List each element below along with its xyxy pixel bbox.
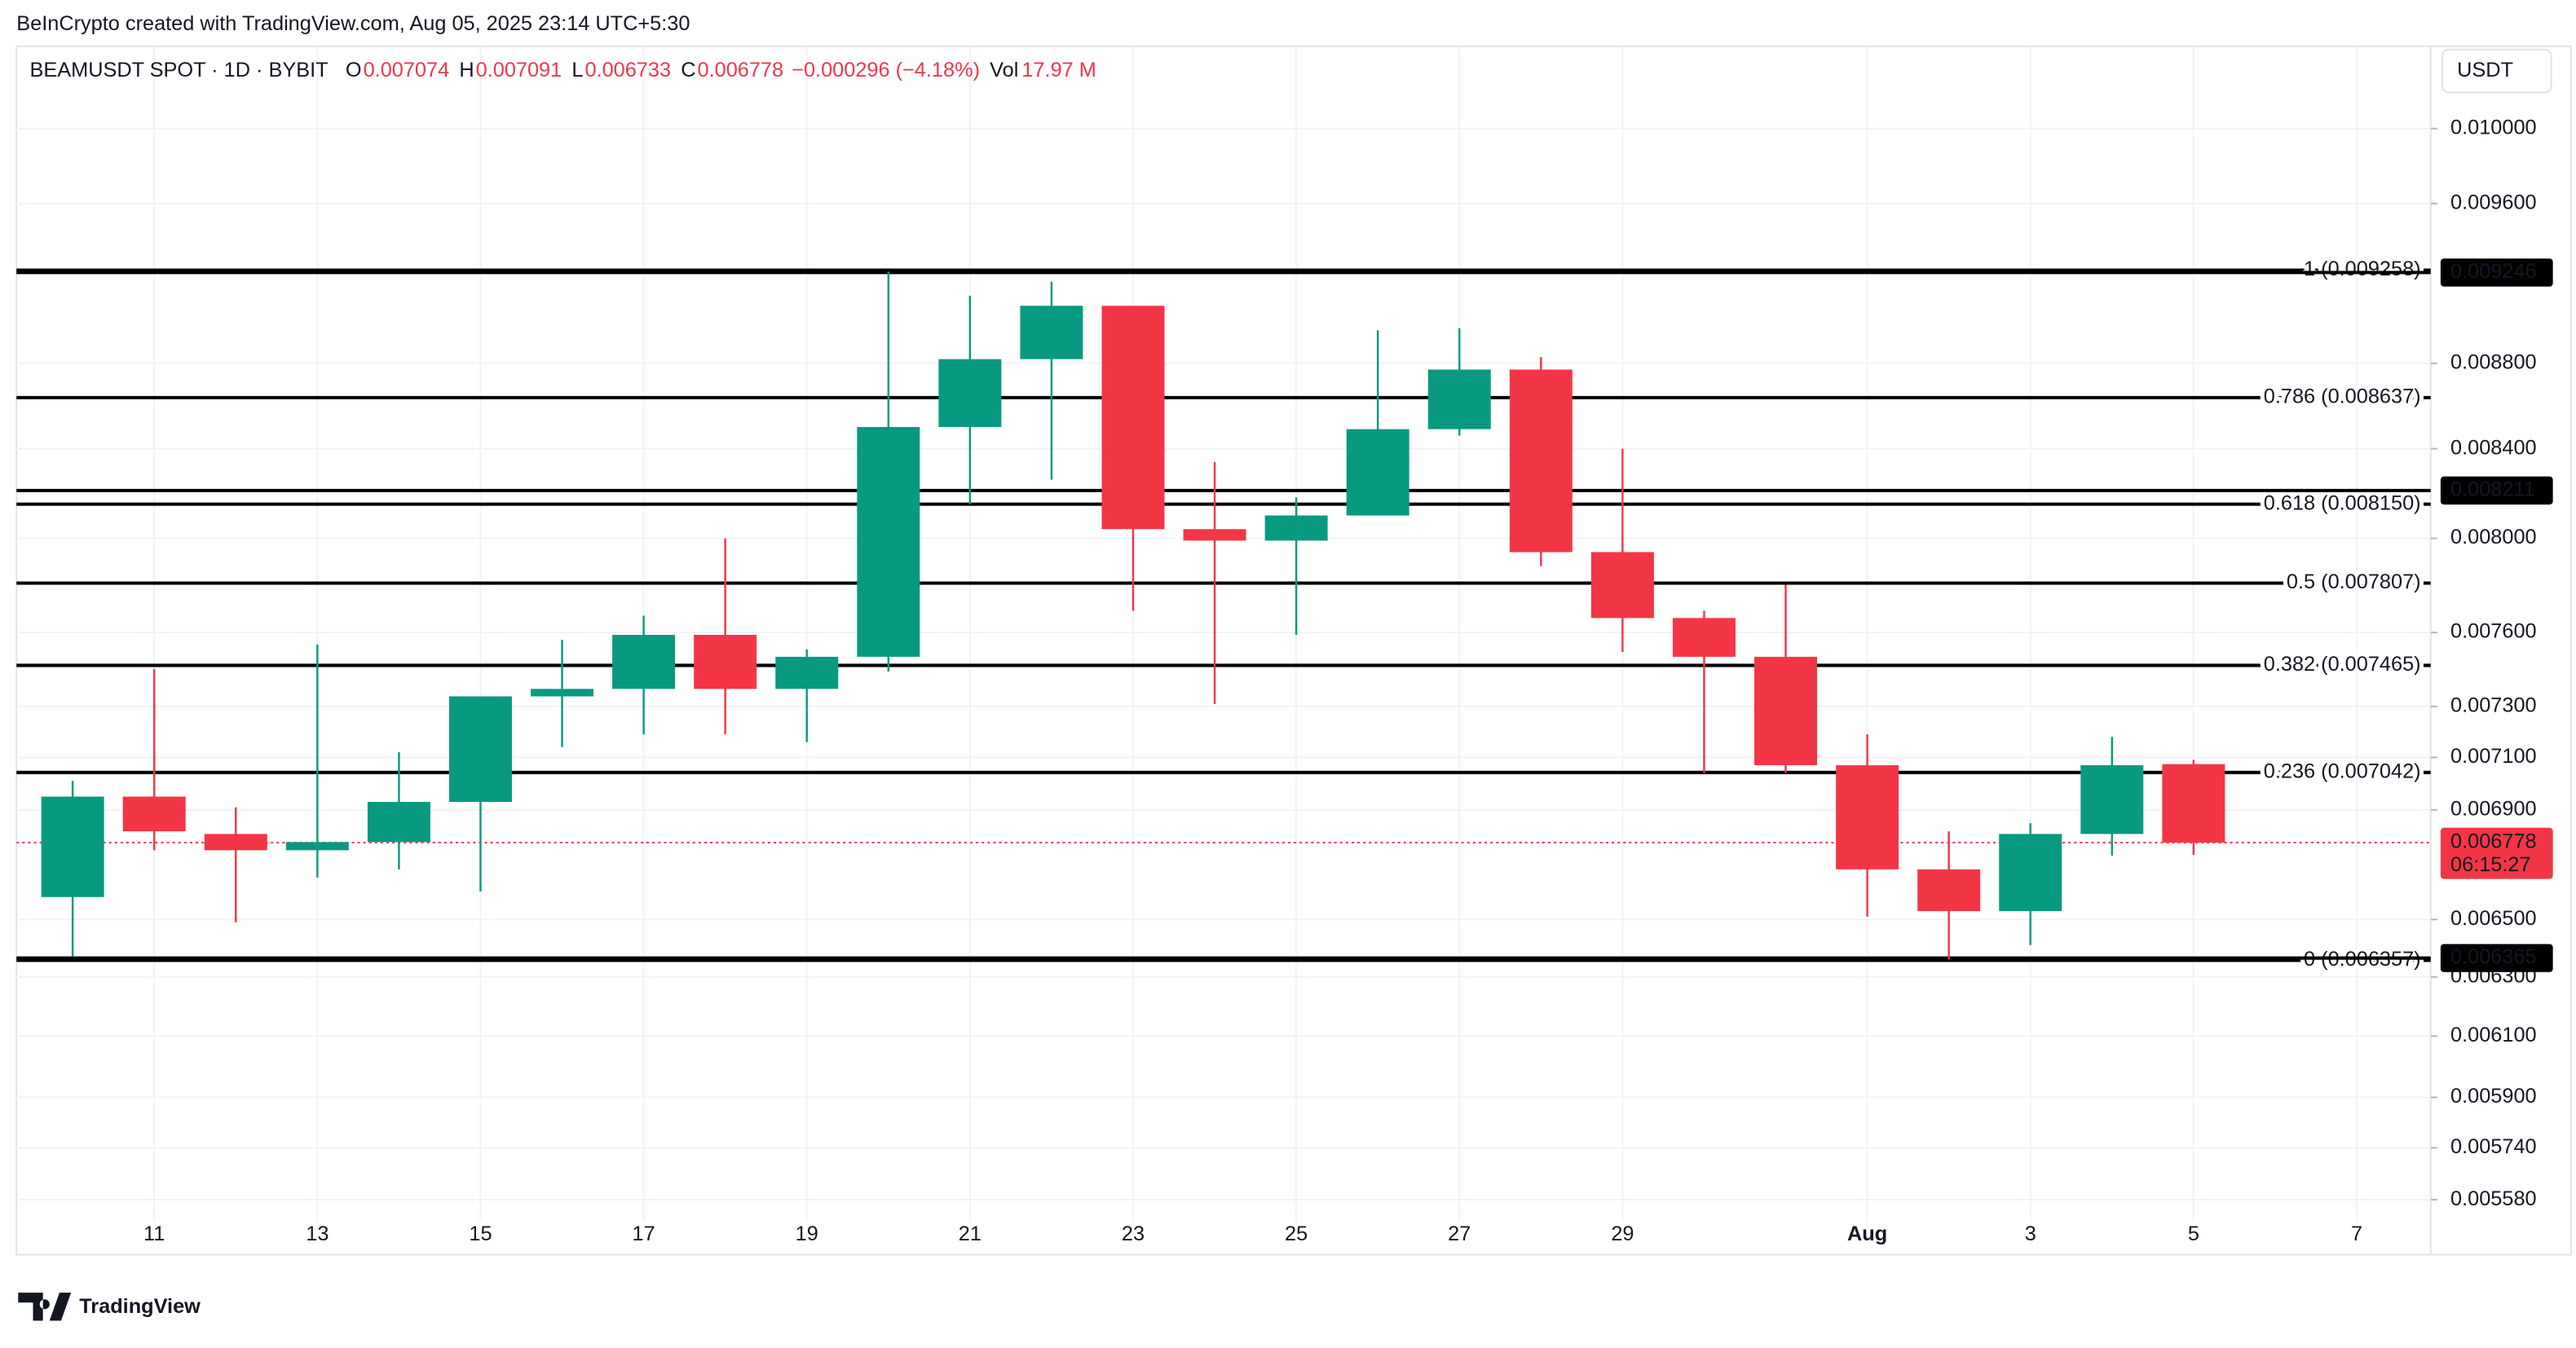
- fib-label: 0.382 (0.007465): [2264, 653, 2421, 676]
- y-tick-label: 0.005900: [2450, 1085, 2537, 1108]
- fib-label: 0.618 (0.008150): [2264, 491, 2421, 514]
- legend-value: 0.006778: [698, 59, 784, 81]
- y-tick-label: 0.008800: [2450, 350, 2537, 373]
- logo-icon: [18, 1293, 72, 1321]
- legend-volume-key: Vol: [990, 59, 1018, 81]
- candle-body: [285, 842, 349, 851]
- chart-frame: [15, 45, 2572, 1256]
- candle-body: [775, 656, 839, 689]
- levels: 1 (0.009258) 0.786 (0.008637) 0.618 (0.008…: [16, 253, 2431, 975]
- candle-body: [1672, 618, 1736, 657]
- candle-body: [448, 696, 512, 802]
- price-tag-label: 0.009246: [2450, 260, 2537, 283]
- legend-value: 0.007091: [476, 59, 562, 81]
- x-tick-label: 15: [469, 1222, 492, 1245]
- price-tag-label: 0.006365: [2450, 945, 2537, 968]
- candle-body: [1101, 306, 1165, 530]
- x-tick-label: 13: [306, 1222, 329, 1245]
- candle-body: [1346, 429, 1409, 516]
- candle-body: [1509, 369, 1573, 553]
- last-price-tag: [2440, 827, 2553, 879]
- symbol: BEAMUSDT SPOT · 1D · BYBIT: [29, 59, 328, 81]
- x-tick-label: 25: [1285, 1222, 1308, 1245]
- candle-body: [204, 834, 267, 851]
- price-tag: [2440, 944, 2553, 972]
- price-tag: [2440, 258, 2553, 287]
- x-tick-label: 3: [2025, 1222, 2036, 1245]
- candle-body: [2080, 764, 2144, 835]
- legend-value: 0.007074: [364, 59, 450, 81]
- candle-body: [1264, 515, 1328, 541]
- x-tick-label: 7: [2351, 1222, 2362, 1245]
- attribution: BeInCrypto created with TradingView.com,…: [16, 12, 690, 35]
- x-tick-label: 17: [633, 1222, 655, 1245]
- legend-key: O: [346, 59, 362, 81]
- x-tick-label: 27: [1448, 1222, 1471, 1245]
- y-tick-label: 0.007100: [2450, 745, 2537, 768]
- currency-button[interactable]: [2441, 48, 2552, 94]
- y-tick-label: 0.006100: [2450, 1024, 2537, 1046]
- candle-body: [1999, 834, 2062, 911]
- grid: [16, 46, 2437, 1222]
- y-tick-label: 0.006500: [2450, 907, 2537, 930]
- price-tag: [2440, 476, 2553, 505]
- x-tick-label: 5: [2188, 1222, 2199, 1245]
- x-tick-label: Aug: [1847, 1222, 1887, 1245]
- currency[interactable]: USDT: [2457, 59, 2513, 81]
- y-tick-label: 0.007600: [2450, 620, 2537, 643]
- legend-key: C: [681, 59, 695, 81]
- legend-volume: 17.97 M: [1021, 59, 1096, 81]
- candle-body: [41, 796, 104, 897]
- y-tick-label: 0.005580: [2450, 1187, 2537, 1210]
- candle-body: [612, 635, 676, 689]
- y-tick-label: 0.008000: [2450, 526, 2537, 548]
- x-tick-label: 29: [1611, 1222, 1634, 1245]
- symbol-legend: BEAMUSDT SPOT · 1D · BYBIT O 0.007074 H 0.0…: [29, 59, 1096, 81]
- candle-body: [694, 635, 757, 689]
- fib-label: 0.5 (0.007807): [2287, 570, 2421, 593]
- candle-body: [1020, 306, 1083, 359]
- x-tick-label: 23: [1122, 1222, 1145, 1245]
- fib-label: 0.236 (0.007042): [2264, 760, 2421, 783]
- candle-body: [1183, 529, 1246, 541]
- fib-label: 1 (0.009258): [2304, 258, 2421, 280]
- legend-key: L: [571, 59, 583, 81]
- y-tick-label: 0.009600: [2450, 191, 2537, 214]
- legend-key: H: [459, 59, 474, 81]
- labels: 0.010000 0.009600 0.008800 0.008400 0.008000…: [143, 116, 2553, 1245]
- candle-body: [122, 796, 186, 831]
- candle-body: [857, 426, 920, 657]
- candle-body: [938, 359, 1002, 427]
- candle-body: [2162, 764, 2225, 843]
- y-tick-label: 0.006900: [2450, 797, 2537, 820]
- countdown: 06:15:27: [2450, 853, 2531, 876]
- logo: TradingView: [18, 1293, 201, 1321]
- y-tick-label: 0.005740: [2450, 1135, 2537, 1158]
- candles: [41, 271, 2225, 960]
- legend-change: −0.000296 (−4.18%): [792, 59, 980, 81]
- candle-body: [1917, 869, 1981, 911]
- price-tag-label: 0.008211: [2450, 478, 2535, 501]
- y-tick-label: 0.008400: [2450, 436, 2537, 459]
- candle-body: [1836, 764, 1899, 870]
- x-tick-label: 11: [143, 1222, 165, 1245]
- logo-text: TradingView: [79, 1295, 201, 1318]
- last-price-label: 0.006778: [2450, 830, 2537, 853]
- candle-body: [1754, 656, 1818, 765]
- candle-body: [531, 689, 594, 697]
- fib-label: 0.786 (0.008637): [2264, 385, 2421, 408]
- y-tick-label: 0.007300: [2450, 694, 2537, 716]
- legend-value: 0.006733: [584, 59, 671, 81]
- x-tick-label: 21: [959, 1222, 981, 1245]
- candle-body: [367, 801, 430, 843]
- x-tick-label: 19: [796, 1222, 818, 1245]
- y-tick-label: 0.010000: [2450, 116, 2537, 139]
- candle-body: [1590, 552, 1654, 619]
- candle-body: [1427, 369, 1491, 430]
